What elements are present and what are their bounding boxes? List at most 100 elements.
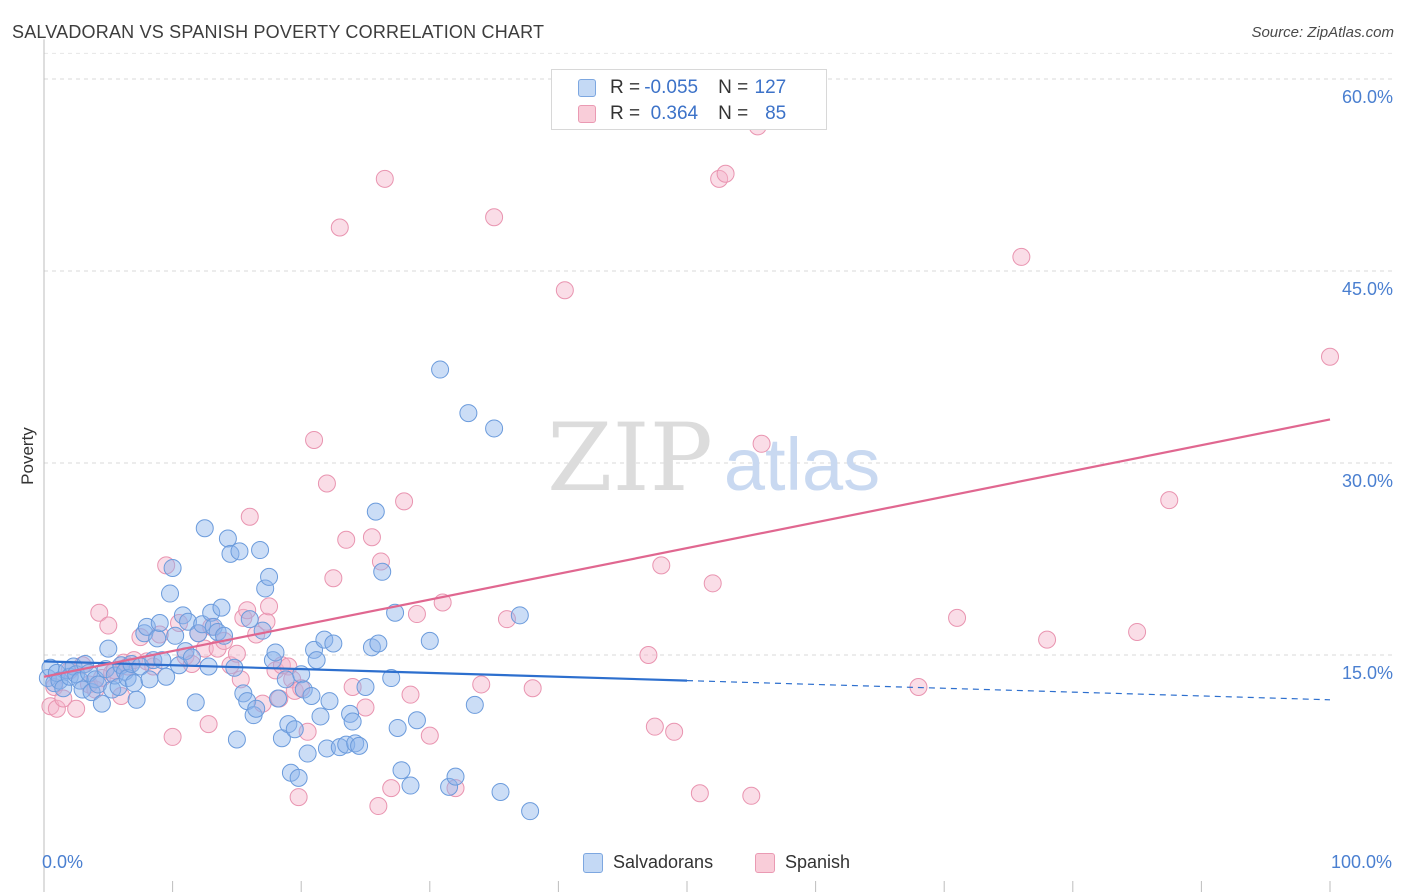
spanish-points <box>41 117 1339 816</box>
spanish-point <box>703 574 722 593</box>
salvadoran-point <box>266 643 285 662</box>
salvadoran-point <box>311 707 330 726</box>
salvadoran-point <box>420 631 439 650</box>
spanish-legend-label: Spanish <box>785 852 851 872</box>
x-tick-label-min: 0.0% <box>42 852 84 872</box>
spanish-point <box>324 569 343 588</box>
spanish-point <box>90 603 109 622</box>
salvadoran-point <box>356 678 375 696</box>
axes <box>43 39 1331 892</box>
spanish-point <box>752 434 771 453</box>
watermark-zip: ZIP <box>547 404 713 513</box>
spanish-point <box>645 717 664 736</box>
salvadoran-points <box>38 360 540 821</box>
salvadoran-point <box>150 614 169 632</box>
salvadoran-point <box>320 692 339 711</box>
salvadoran-point <box>218 529 237 548</box>
spanish-point <box>652 556 671 575</box>
salvadoran-point <box>324 634 343 653</box>
salvadoran-point <box>298 744 317 763</box>
salvadoran-point <box>202 603 221 622</box>
watermark: ZIP atlas <box>547 404 880 513</box>
spanish-point <box>472 675 491 694</box>
series-legend: Salvadorans Spanish <box>0 852 1406 878</box>
spanish-point <box>1160 491 1179 510</box>
spanish-point <box>54 689 73 708</box>
spanish-point <box>395 492 414 511</box>
y-tick-labels: 15.0% 30.0% 45.0% 60.0% <box>1342 87 1393 683</box>
spanish-point <box>375 169 394 188</box>
spanish-point <box>305 430 324 449</box>
spanish-point <box>163 727 182 746</box>
salvadoran-point <box>337 735 356 754</box>
spanish-point <box>742 786 761 805</box>
y-tick-label: 60.0% <box>1342 87 1393 107</box>
salvadoran-point <box>189 624 208 643</box>
salvadoran-point <box>401 776 420 795</box>
salvadoran-point <box>212 598 231 617</box>
spanish-point <box>343 678 362 696</box>
spanish-point <box>716 164 735 183</box>
y-tick-label: 30.0% <box>1342 471 1393 491</box>
y-tick-label: 45.0% <box>1342 279 1393 299</box>
salvadoran-point <box>386 603 405 622</box>
r-label: R = <box>610 77 641 98</box>
salvadorans-trend-extension <box>686 680 1331 701</box>
watermark-atlas: atlas <box>724 423 880 506</box>
salvadoran-point <box>350 736 369 755</box>
y-axis-label: Poverty <box>18 427 37 485</box>
salvadoran-point <box>182 648 201 667</box>
stats-legend: R = -0.055 N = 127 R = 0.364 N = 85 <box>551 69 827 130</box>
salvadoran-point <box>388 718 407 737</box>
salvadorans-trend-line <box>43 660 688 682</box>
spanish-point <box>1321 347 1339 366</box>
spanish-point <box>523 679 542 698</box>
salvadoran-point <box>491 782 510 801</box>
n-value: 127 <box>754 77 787 98</box>
salvadoran-point <box>157 667 176 686</box>
y-tick-label: 15.0% <box>1342 663 1393 683</box>
spanish-point <box>47 699 66 718</box>
n-label: N = <box>718 103 749 124</box>
salvadoran-point <box>510 606 529 625</box>
salvadoran-point <box>485 419 504 438</box>
salvadoran-point <box>247 699 266 718</box>
spanish-point <box>356 698 375 717</box>
spanish-point <box>67 699 86 718</box>
salvadoran-point <box>186 693 205 712</box>
salvadoran-point <box>125 674 144 693</box>
spanish-point <box>337 530 356 549</box>
salvadoran-point <box>366 502 385 521</box>
x-tick-label-max: 100.0% <box>1330 852 1392 872</box>
n-label: N = <box>718 77 749 98</box>
salvadoran-point <box>92 694 111 713</box>
spanish-trend-line <box>43 418 1331 678</box>
salvadoran-point <box>195 519 214 538</box>
salvadoran-point <box>269 689 288 708</box>
spanish-point <box>362 528 381 547</box>
salvadoran-point <box>302 686 321 705</box>
salvadoran-point <box>256 579 275 598</box>
legend-item-salvadorans: Salvadorans <box>583 852 713 873</box>
salvadoran-point <box>373 562 392 581</box>
spanish-point <box>1012 247 1031 266</box>
salvadoran-point <box>369 634 388 653</box>
salvadoran-point <box>465 695 484 714</box>
salvadoran-point <box>161 584 180 603</box>
spanish-point <box>289 788 308 807</box>
spanish-point <box>1038 630 1057 649</box>
salvadoran-point <box>166 626 185 645</box>
spanish-point <box>948 608 967 627</box>
salvadoran-point <box>89 675 108 694</box>
salvadoran-point <box>307 651 326 670</box>
spanish-point <box>485 208 504 227</box>
spanish-point <box>1128 622 1147 641</box>
salvadorans-legend-swatch <box>583 852 603 873</box>
spanish-point <box>317 474 336 493</box>
salvadoran-point <box>148 629 167 648</box>
salvadoran-point <box>431 360 450 379</box>
legend-row-salvadorans: R = -0.055 N = 127 <box>578 76 786 100</box>
spanish-legend-swatch <box>755 852 775 873</box>
spanish-point <box>407 605 426 624</box>
